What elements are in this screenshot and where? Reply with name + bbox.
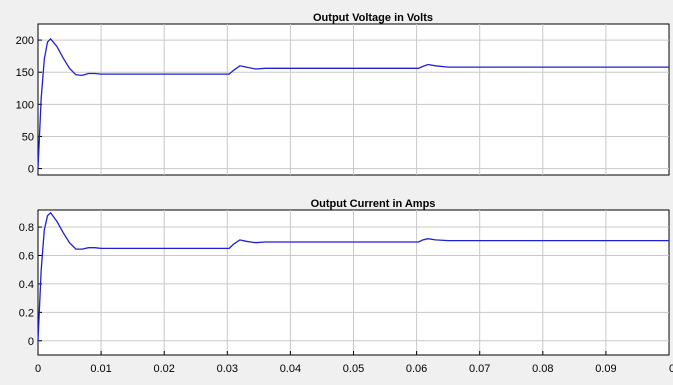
current-y-tick-label: 0.2 [19,307,34,319]
voltage-plot-title: Output Voltage in Volts [313,12,433,24]
x-tick-label: 0.1 [669,363,673,375]
x-tick-label: 0.08 [532,363,553,375]
x-tick-label: 0.07 [469,363,490,375]
current-grid [38,210,669,355]
voltage-y-tick-label: 100 [16,99,34,111]
voltage-y-axis: 0 50 100 150 200 [16,35,42,176]
voltage-plot: 0 50 100 150 200 [16,23,670,176]
current-y-tick-label: 0.4 [19,279,34,291]
x-tick-label: 0.04 [280,363,301,375]
current-plot-title: Output Current in Amps [311,198,436,210]
x-tick-label: 0.05 [343,363,364,375]
current-y-tick-label: 0 [28,336,34,348]
voltage-y-tick-label: 200 [16,35,34,47]
x-tick-label: 0.03 [217,363,238,375]
voltage-y-tick-label: 150 [16,67,34,79]
current-y-tick-label: 0.6 [19,250,34,262]
x-tick-label: 0.02 [153,363,174,375]
voltage-y-tick-label: 50 [22,131,34,143]
voltage-series-line [37,37,669,169]
x-tick-label: 0.06 [406,363,427,375]
current-y-tick-label: 0.8 [19,222,34,234]
current-plot: 00.20.40.60.8 0 0.01 0.02 0.03 0.04 0.05 0.06 0… [19,209,673,375]
voltage-y-tick-label: 0 [28,164,34,176]
x-tick-label: 0.01 [90,363,111,375]
current-series-line [37,211,669,341]
current-y-axis: 0 0.2 0.4 0.6 0.8 [19,222,42,348]
x-tick-label: 0 [35,363,41,375]
voltage-grid [38,24,669,175]
x-tick-label: 0.09 [595,363,616,375]
time-x-axis: 0 0.01 0.02 0.03 0.04 0.05 0.06 0.07 0.08 0.09 0.1 [35,351,673,375]
